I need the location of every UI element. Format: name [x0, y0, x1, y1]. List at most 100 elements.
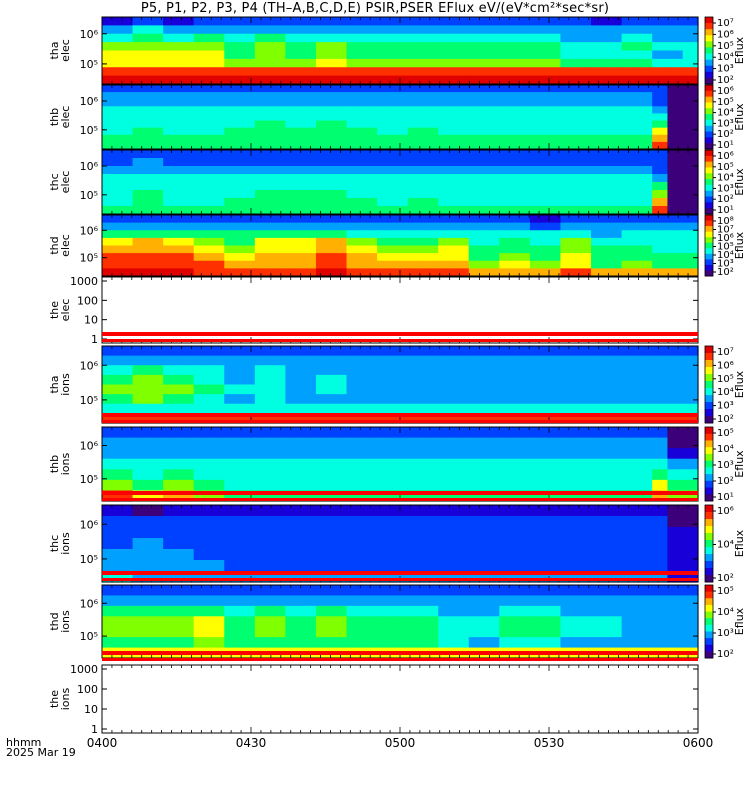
heatmap-cell: [453, 150, 470, 159]
heatmap-cell: [254, 85, 271, 93]
heatmap-cell: [346, 106, 363, 115]
heatmap-cell: [667, 394, 684, 405]
colorbar-segment: [705, 651, 713, 659]
heatmap-cell: [239, 158, 256, 167]
heatmap-cell: [285, 403, 302, 414]
heatmap-cell: [514, 75, 531, 85]
heatmap-cell: [102, 516, 118, 528]
heatmap-cell: [468, 549, 485, 561]
heatmap-cell: [529, 127, 546, 136]
heatmap-cell: [438, 403, 455, 414]
colorbar-segment: [705, 381, 713, 389]
colorbar-segment: [705, 190, 713, 198]
heatmap-cell: [545, 469, 562, 481]
heatmap-cell: [621, 384, 638, 395]
heatmap-cell: [102, 505, 118, 517]
heatmap-cell: [560, 67, 577, 77]
heatmap-cell: [529, 33, 546, 43]
heatmap-cell: [499, 394, 516, 405]
heatmap-cell: [636, 365, 653, 376]
heatmap-cell: [453, 490, 470, 502]
heatmap-cell: [300, 230, 317, 239]
heatmap-cell: [300, 448, 317, 460]
heatmap-cell: [300, 527, 317, 539]
heatmap-cell: [499, 215, 516, 224]
heatmap-cell: [545, 595, 562, 607]
heatmap-cell: [315, 17, 332, 26]
heatmap-cell: [239, 17, 256, 26]
heatmap-cell: [285, 616, 302, 628]
heatmap-cell: [682, 158, 699, 167]
heatmap-cell: [254, 595, 271, 607]
heatmap-cell: [346, 230, 363, 239]
heatmap-cell: [270, 346, 286, 357]
heatmap-cell: [178, 346, 195, 357]
heatmap-cell: [621, 437, 638, 449]
heatmap-cell: [484, 92, 500, 100]
heatmap-cell: [285, 85, 302, 93]
heatmap-cell: [300, 17, 317, 26]
heatmap-cell: [346, 237, 363, 247]
heatmap-cell: [361, 99, 378, 107]
heatmap-cell: [392, 182, 409, 191]
heatmap-cell: [147, 527, 164, 539]
heatmap-cell: [132, 182, 149, 191]
heatmap-cell: [285, 437, 302, 449]
heatmap-cell: [361, 505, 378, 517]
heatmap-cell: [468, 374, 485, 386]
heatmap-cell: [300, 427, 317, 439]
heatmap-cell: [392, 374, 409, 386]
heatmap-cell: [468, 42, 485, 52]
heatmap-cell: [254, 33, 271, 43]
colorbar-tick-label: 10⁶: [717, 360, 734, 371]
heatmap-cell: [438, 85, 455, 93]
heatmap-cell: [682, 120, 699, 129]
heatmap-cell: [484, 33, 500, 43]
heatmap-cell: [346, 490, 363, 502]
heatmap-cell: [667, 58, 684, 68]
heatmap-cell: [147, 42, 164, 52]
heatmap-cell: [315, 490, 332, 502]
colorbar-segment: [705, 367, 713, 375]
heatmap-cell: [285, 374, 302, 386]
heatmap-cell: [147, 626, 164, 638]
heatmap-cell: [514, 585, 531, 597]
colorbar-label: Eflux: [733, 168, 746, 196]
heatmap-cell: [300, 626, 317, 638]
heatmap-cell: [484, 67, 500, 77]
heatmap-cell: [621, 75, 638, 85]
heatmap-cell: [147, 560, 164, 572]
heatmap-cell: [377, 106, 393, 115]
heatmap-cell: [499, 626, 516, 638]
heatmap-cell: [254, 490, 271, 502]
heatmap-cell: [102, 134, 118, 143]
heatmap-cell: [331, 106, 348, 115]
heatmap-cell: [147, 516, 164, 528]
heatmap-cell: [208, 120, 225, 129]
heatmap-cell: [560, 479, 577, 492]
heatmap-cell: [270, 403, 286, 414]
heatmap-cell: [560, 237, 577, 247]
heatmap-cell: [285, 174, 302, 183]
heatmap-cell: [514, 346, 531, 357]
heatmap-cell: [682, 106, 699, 115]
heatmap-cell: [591, 595, 607, 607]
heatmap-cell: [132, 166, 149, 175]
heatmap-cell: [468, 479, 485, 492]
heatmap-cell: [484, 268, 500, 277]
heatmap-cell: [147, 595, 164, 607]
heatmap-cell: [254, 99, 271, 107]
heatmap-cell: [178, 237, 195, 247]
heatmap-cell: [422, 365, 439, 376]
heatmap-cell: [270, 25, 286, 35]
heatmap-cell: [270, 222, 286, 231]
colorbar-segment: [705, 395, 713, 403]
heatmap-cell: [224, 42, 241, 52]
heatmap-cell: [224, 134, 241, 143]
heatmap-cell: [193, 127, 210, 136]
heatmap-cell: [606, 120, 623, 129]
heatmap-cell: [163, 355, 180, 366]
heatmap-cell: [667, 448, 684, 460]
heatmap-cell: [163, 253, 180, 262]
heatmap-cell: [208, 585, 225, 597]
